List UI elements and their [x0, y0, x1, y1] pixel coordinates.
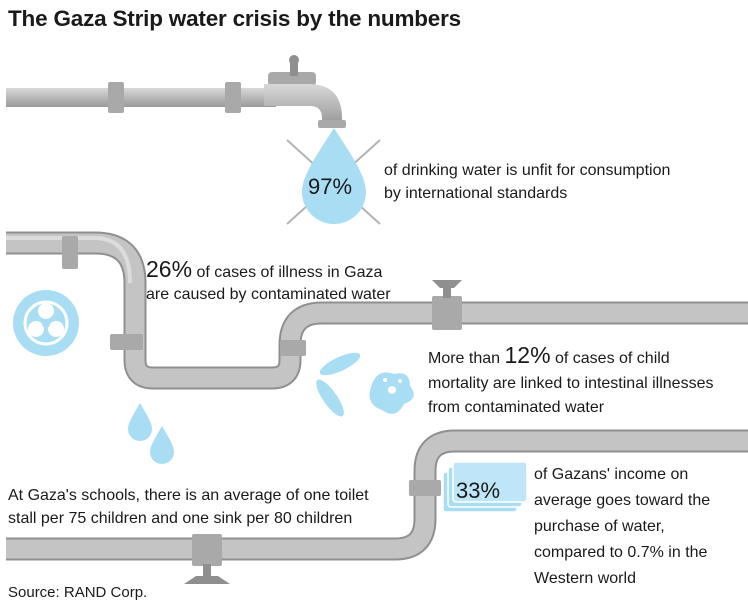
- stat-water-line-1: of drinking water is unfit for consumpti…: [384, 162, 671, 179]
- stat-illness-line-2: are caused by contaminated water: [146, 286, 391, 303]
- water-drops-icon: [128, 403, 174, 464]
- page-title: The Gaza Strip water crisis by the numbe…: [8, 6, 461, 31]
- top-pipe: [6, 82, 276, 113]
- stat-income-line-4: compared to 0.7% in the: [534, 544, 708, 561]
- stat-income-line-3: purchase of water,: [534, 518, 665, 535]
- stat-illness-line-1: 26% of cases of illness in Gaza: [146, 258, 382, 284]
- bottom-pipe: [6, 429, 748, 584]
- stat-mortality-line-2: mortality are linked to intestinal illne…: [428, 375, 714, 392]
- stat-income-line-5: Western world: [534, 570, 636, 587]
- stat-water-value: 97%: [308, 174, 353, 199]
- bacteria-icon: [316, 352, 414, 417]
- source-credit: Source: RAND Corp.: [8, 584, 148, 601]
- stat-schools-line-2: stall per 75 children and one sink per 8…: [8, 510, 353, 527]
- money-icon: [442, 461, 528, 513]
- stat-mortality-prefix: More than: [428, 350, 505, 367]
- stat-income-value: 33%: [456, 478, 501, 503]
- stat-income-line-2: average goes toward the: [534, 492, 711, 509]
- stat-illness-text: of cases of illness in Gaza: [192, 264, 383, 281]
- stat-mortality-line-1: More than 12% of cases of child: [428, 344, 670, 370]
- biohazard-icon: [13, 290, 79, 356]
- stat-water-line-2: by international standards: [384, 185, 568, 202]
- stat-mortality-value: 12%: [504, 342, 551, 368]
- stat-mortality-line-3: from contaminated water: [428, 399, 605, 416]
- water-drop-icon: [302, 128, 366, 224]
- stat-schools-line-1: At Gaza's schools, there is an average o…: [8, 487, 369, 504]
- stat-illness-value: 26%: [146, 256, 193, 282]
- faucet-icon: [264, 55, 346, 128]
- middle-pipe: [6, 231, 748, 390]
- stat-income-line-1: of Gazans' income on: [534, 466, 689, 483]
- stat-mortality-text: of cases of child: [550, 350, 670, 367]
